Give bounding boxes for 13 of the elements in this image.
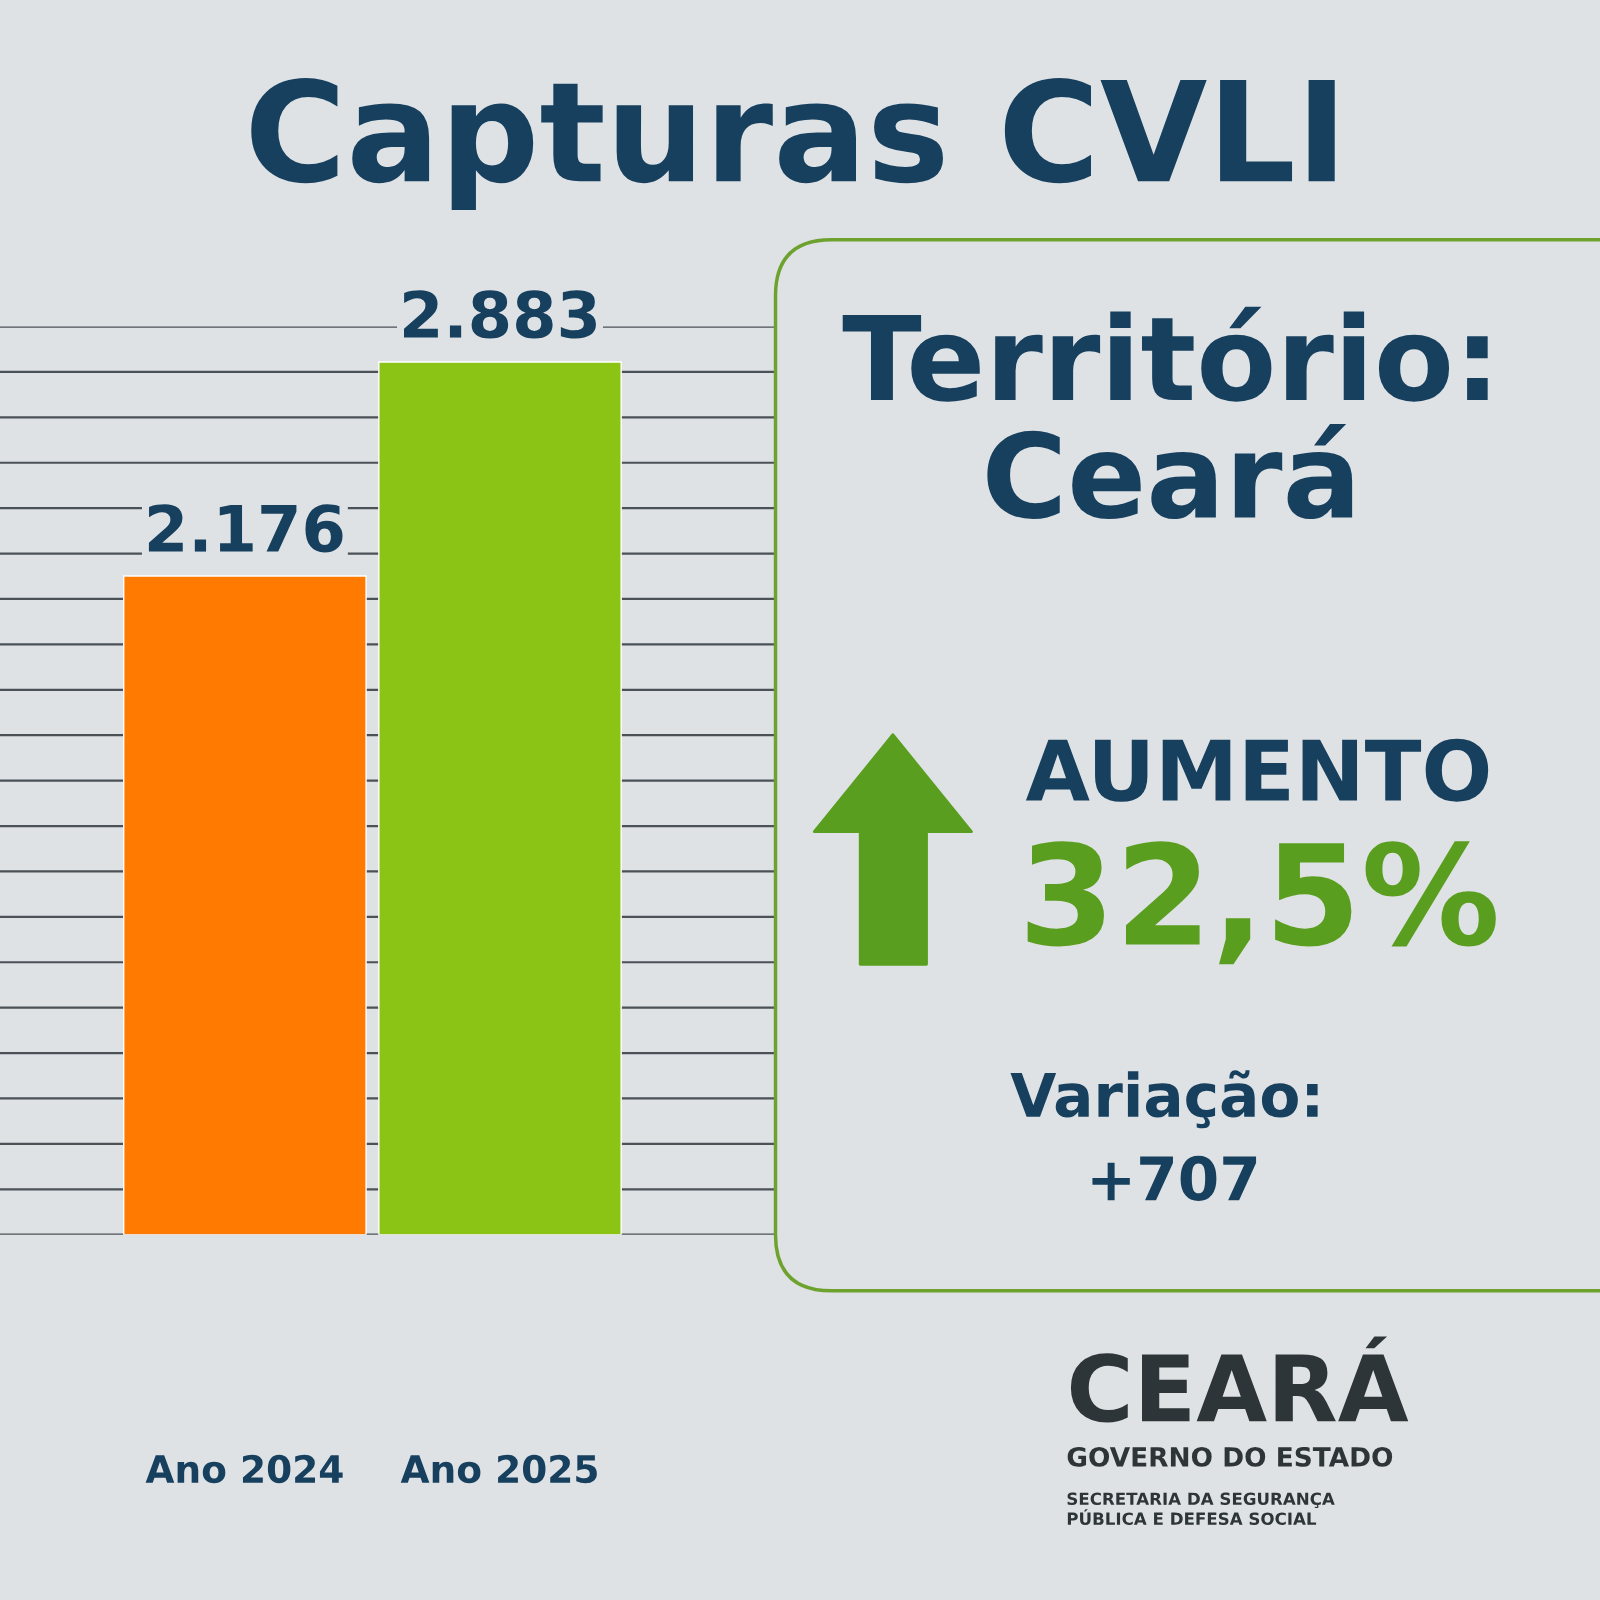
text: CEARÁ [1070,1336,1409,1423]
text: Variação: [1010,1070,1318,1129]
data-label: 2.883 [404,290,596,339]
x-tick-label: Ano 2024 [145,1454,343,1484]
text: GOVERNO DO ESTADO [1067,1446,1393,1467]
text: SECRETARIA DA SEGURANÇA PÚBLICA E DEFESA SOCIAL [1067,1492,1335,1525]
text: AUMENTO [1025,738,1489,802]
text: 32,5% [1027,841,1496,965]
x-tick-label: Ano 2025 [400,1454,597,1484]
text: Território: Ceará [842,306,1488,520]
chart-title: Capturas CVLI [251,78,1335,211]
data-label: 2.176 [148,504,343,553]
text: +707 [1092,1155,1257,1201]
